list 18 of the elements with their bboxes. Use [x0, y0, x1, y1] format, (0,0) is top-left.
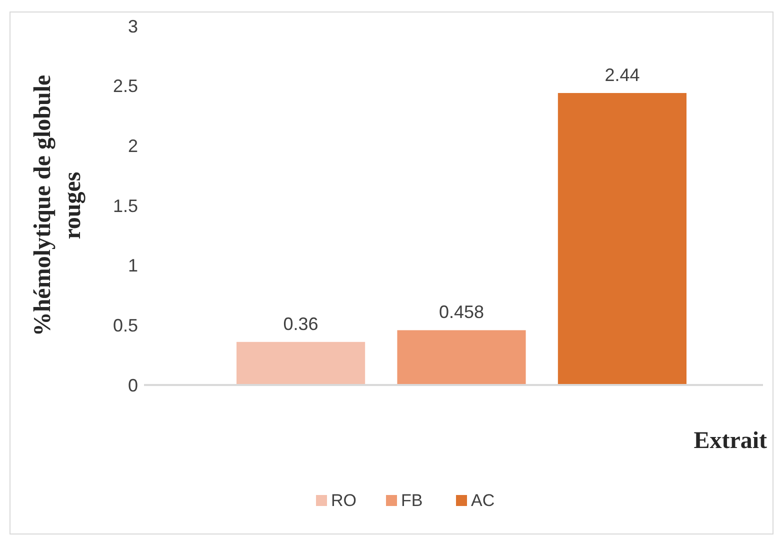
bar [236, 342, 366, 385]
legend-label: RO [331, 491, 356, 510]
data-label: 2.44 [604, 65, 640, 86]
data-label: 0.36 [283, 314, 318, 334]
data-label: 0.458 [438, 302, 484, 322]
y-tick-label: 0 [128, 375, 138, 396]
y-tick-label: 2.5 [112, 76, 138, 96]
y-tick-label: 1.5 [112, 196, 138, 216]
y-axis-title: %hémolytique de globule rouges [30, 74, 86, 336]
x-axis-title: Extrait [694, 428, 768, 454]
y-tick-label: 0.5 [112, 315, 138, 336]
legend-label: FB [401, 491, 423, 510]
bar [558, 93, 686, 385]
bar [397, 330, 526, 385]
y-tick-label: 2 [128, 136, 138, 156]
legend-label: AC [471, 491, 495, 510]
y-tick-label: 3 [128, 16, 138, 36]
y-tick-label: 1 [128, 256, 138, 276]
